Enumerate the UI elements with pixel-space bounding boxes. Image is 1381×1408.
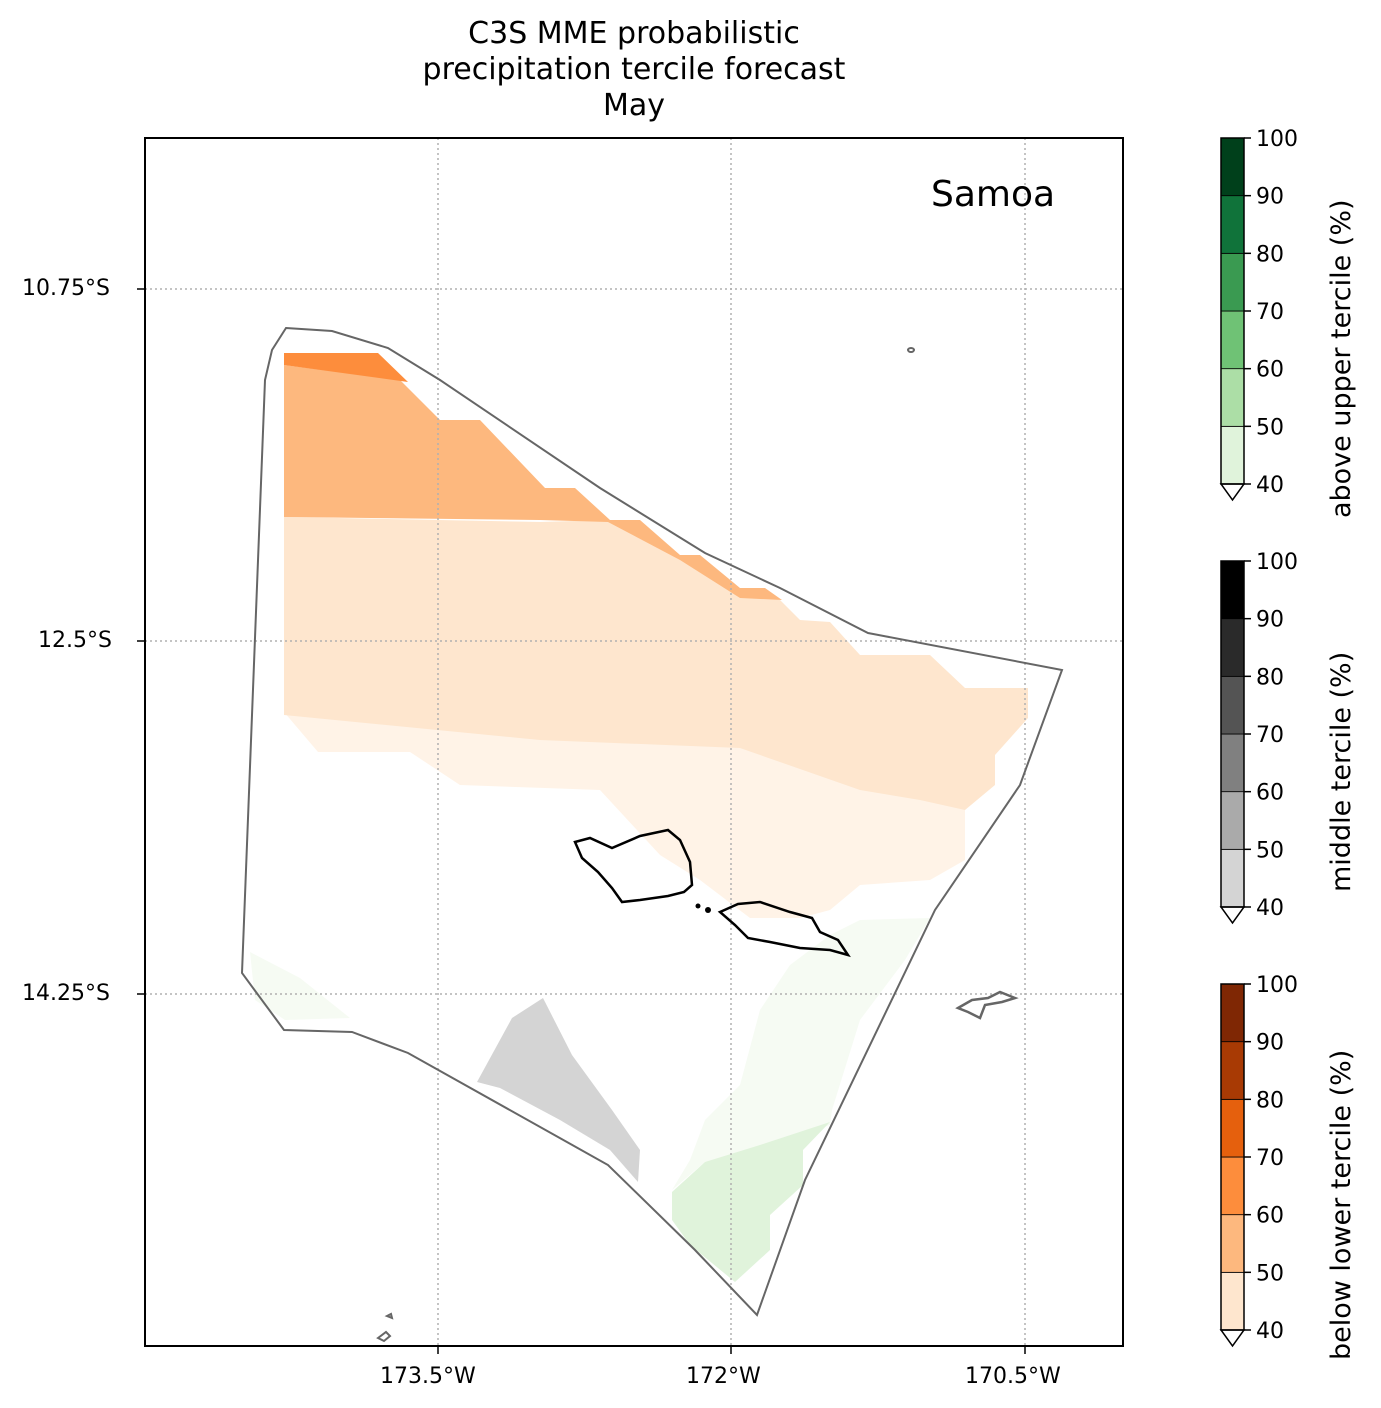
- colorbar-middle-segment: [1220, 791, 1245, 850]
- y-tick-label-12-5s: 12.5°S: [38, 628, 112, 653]
- colorbar-title-above: above upper tercile (%): [1326, 199, 1357, 518]
- colorbar-below-tick-label: 80: [1256, 1088, 1284, 1113]
- title-line-2: precipitation tercile forecast: [422, 52, 846, 87]
- colorbars: 40 50 60 70 80 90 100 40 50 60 70 80 90 100 40 50 60 70 80…: [1219, 127, 1298, 1348]
- y-tick-label-14-25s: 14.25°S: [22, 981, 110, 1006]
- colorbar-middle-tick-label: 60: [1256, 781, 1284, 806]
- colorbar-middle-segment: [1220, 848, 1245, 908]
- middle-40-50-region: [477, 998, 640, 1182]
- colorbar-middle-tick-label: 50: [1256, 838, 1284, 863]
- map-area: [145, 138, 1123, 1346]
- swains-island: [907, 347, 915, 353]
- colorbar-middle-tick-label: 100: [1256, 550, 1298, 575]
- colorbar-above-segment: [1220, 252, 1245, 312]
- colorbar-below-tick-label: 90: [1256, 1031, 1284, 1056]
- upolu-island-east: [717, 900, 851, 958]
- colorbar-below-tick-label: 60: [1256, 1204, 1284, 1229]
- colorbar-middle-segment: [1220, 733, 1245, 793]
- colorbar-below-tick-label: 50: [1256, 1261, 1284, 1286]
- gridlines: [145, 138, 1123, 1346]
- colorbar-below-tick-label: 100: [1256, 973, 1298, 998]
- colorbar-middle-tick-label: 70: [1256, 723, 1284, 748]
- map-tick-marks: [137, 288, 1026, 1354]
- colorbar-above-segment: [1220, 310, 1245, 370]
- above-40-50-region: [672, 1122, 830, 1282]
- colorbar-below-segment: [1220, 1041, 1245, 1100]
- colorbar-above-tick-label: 70: [1256, 300, 1284, 325]
- colorbar-above-tick-label: 100: [1256, 127, 1298, 152]
- colorbar-above-tick-label: 50: [1256, 415, 1284, 440]
- southwest-islet: [376, 1312, 394, 1343]
- colorbar-middle-tick-label: 90: [1256, 608, 1284, 633]
- colorbar-above-segment: [1220, 425, 1245, 485]
- title-line-1: C3S MME probabilistic: [468, 16, 800, 51]
- colorbar-above-segment: [1220, 368, 1245, 427]
- colorbar-below-extension: [1219, 1329, 1246, 1348]
- colorbar-above-tick-label: 80: [1256, 242, 1284, 267]
- below-60-70-region: [284, 353, 408, 382]
- above-under40-region-east: [672, 918, 930, 1190]
- tutuila-island: [955, 990, 1019, 1020]
- colorbar-above-tick-label: 60: [1256, 358, 1284, 383]
- title-line-3: May: [602, 88, 666, 123]
- manono-islet: [705, 907, 711, 913]
- colorbar-below-tick-label: 70: [1256, 1146, 1284, 1171]
- colorbar-title-middle: middle tercile (%): [1326, 651, 1357, 892]
- colorbar-below-segment: [1220, 1098, 1245, 1158]
- colorbar-middle-segment: [1220, 618, 1245, 677]
- apolima-islet: [695, 903, 701, 909]
- above-under40-region-west: [250, 952, 350, 1020]
- colorbar-middle-tick-label: 80: [1256, 665, 1284, 690]
- x-tick-label-173-5w: 173.5°W: [380, 1364, 476, 1389]
- colorbar-below-segment: [1220, 983, 1245, 1043]
- colorbar-below-tick-label: 40: [1256, 1319, 1284, 1344]
- y-tick-label-10-75s: 10.75°S: [22, 276, 110, 301]
- upolu-savaii-island-west: [573, 828, 694, 904]
- colorbar-above-extension: [1219, 483, 1246, 502]
- x-tick-label-170-5w: 170.5°W: [965, 1364, 1061, 1389]
- colorbar-below-segment: [1220, 1214, 1245, 1273]
- colorbar-middle-tick-label: 40: [1256, 896, 1284, 921]
- below-50-60-region: [284, 365, 782, 600]
- colorbar-above-segment: [1220, 195, 1245, 254]
- map-frame: [144, 137, 1124, 1347]
- colorbar-middle-segment: [1220, 675, 1245, 735]
- colorbar-middle-extension: [1219, 906, 1246, 925]
- x-tick-label-172w: 172°W: [686, 1364, 761, 1389]
- colorbar-middle-segment: [1220, 560, 1245, 620]
- below-40-50-region: [284, 517, 1028, 810]
- colorbar-above-segment: [1220, 137, 1245, 197]
- colorbar-above-tick-label: 90: [1256, 185, 1284, 210]
- colorbar-above-tick-label: 40: [1256, 473, 1284, 498]
- figure-title: C3S MME probabilistic precipitation terc…: [145, 16, 1123, 124]
- colorbar-below-segment: [1220, 1271, 1245, 1331]
- eez-boundary: [240, 326, 1064, 1317]
- region-label: Samoa: [931, 174, 1056, 215]
- colorbar-title-below: below lower tercile (%): [1326, 1049, 1357, 1360]
- colorbar-below-segment: [1220, 1156, 1245, 1216]
